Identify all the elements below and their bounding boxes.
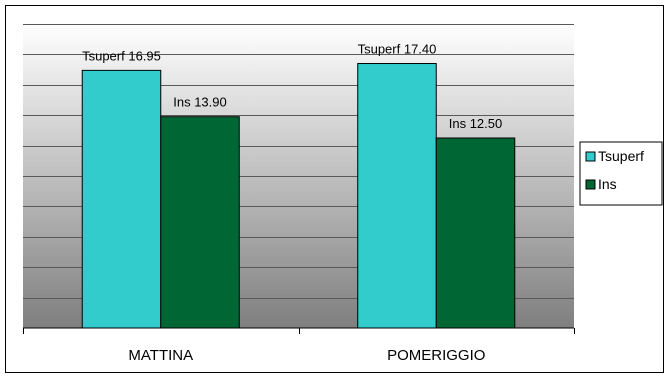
data-label: Tsuperf 17.40 (358, 42, 437, 57)
bar-tsuperf-mattina (81, 69, 162, 329)
legend-swatch (585, 151, 596, 162)
data-label: Ins 13.90 (173, 95, 227, 110)
category-labels: MATTINA POMERIGGIO (128, 347, 485, 364)
legend-label: Ins (598, 176, 617, 192)
bar-ins-pomeriggio (435, 137, 516, 329)
bar-tsuperf-pomeriggio (357, 63, 437, 329)
data-label: Ins 12.50 (449, 116, 503, 131)
legend-swatch (585, 179, 596, 190)
x-axis-ticks (23, 328, 575, 334)
category-label: POMERIGGIO (387, 347, 485, 364)
category-label: MATTINA (128, 347, 193, 364)
bars (81, 63, 516, 329)
legend-label: Tsuperf (598, 148, 644, 164)
data-labels: Tsuperf 16.95 Ins 13.90 Tsuperf 17.40 Ins 1… (82, 42, 502, 131)
bar-ins-mattina (160, 116, 240, 329)
data-label: Tsuperf 16.95 (82, 48, 161, 63)
legend: Tsuperf Ins (579, 141, 663, 206)
